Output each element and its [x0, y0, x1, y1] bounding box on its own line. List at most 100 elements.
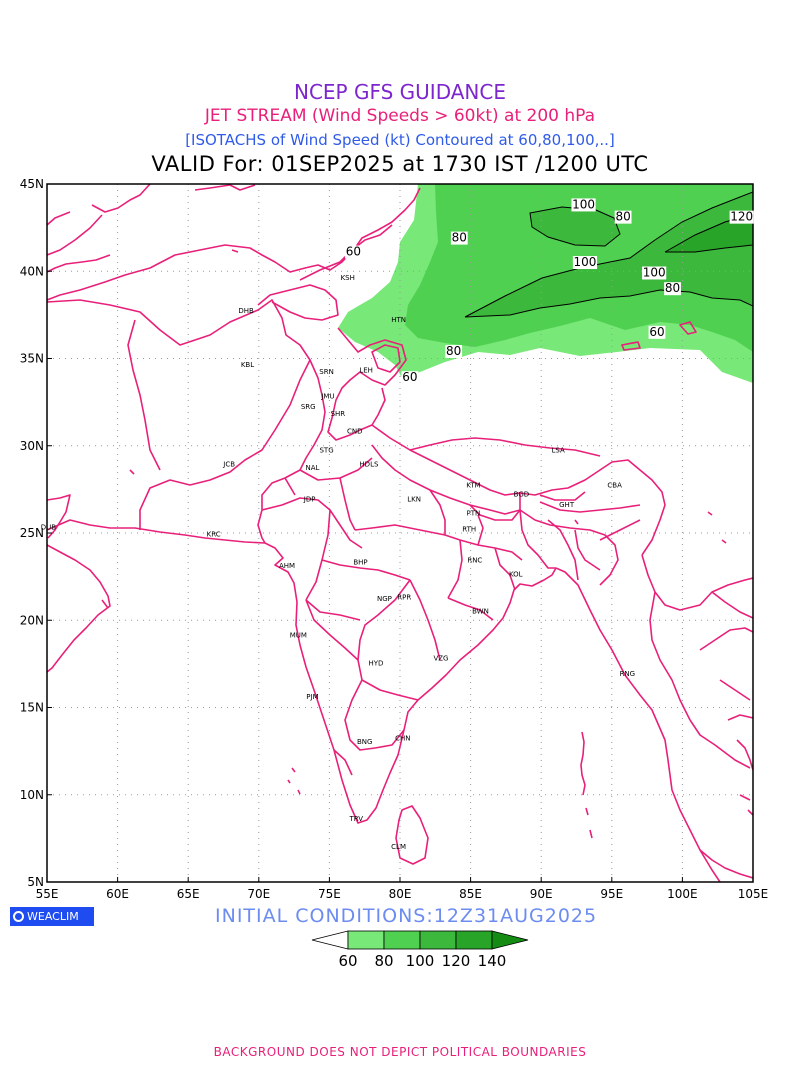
city-label: SRG — [301, 403, 316, 411]
laos-vietnam-border — [711, 591, 753, 701]
lon-tick-label: 105E — [738, 887, 769, 901]
city-label: CND — [347, 428, 363, 436]
city-label: RNC — [467, 557, 482, 565]
contour-label-bg — [401, 371, 419, 385]
northwest-lines — [47, 184, 256, 256]
title-model: NCEP GFS GUIDANCE — [293, 80, 506, 104]
nepal-border — [371, 424, 521, 515]
initial-conditions: INITIAL CONDITIONS:12Z31AUG2025 — [215, 905, 598, 927]
lon-tick-label: 85E — [459, 887, 482, 901]
contour-labels: 60 80 100 80 120 100 100 80 60 80 60 — [345, 197, 754, 385]
lat-lon-grid — [47, 184, 753, 882]
city-label: HYD — [369, 660, 384, 668]
lat-tick-label: 45N — [20, 177, 44, 191]
city-label: RNG — [620, 670, 636, 678]
kashmir-border — [327, 327, 407, 441]
city-label: SHR — [331, 410, 346, 418]
city-label: JMU — [320, 393, 334, 401]
lon-tick-label: 80E — [389, 887, 412, 901]
city-label: KTM — [466, 482, 480, 490]
city-label: CBA — [607, 482, 622, 490]
city-label: VZG — [433, 654, 448, 662]
lat-tick-label: 20N — [20, 613, 44, 627]
city-label: KBL — [241, 361, 254, 369]
lat-tick-label: 15N — [20, 701, 44, 715]
contour-label-bg — [572, 256, 598, 270]
lat-tick-label: 40N — [20, 264, 44, 278]
northeast-states — [519, 509, 641, 586]
sri-lanka-coastline — [395, 805, 429, 865]
gulf-coastline — [47, 494, 266, 544]
lon-tick-label: 65E — [177, 887, 200, 901]
bhutan-border — [539, 491, 641, 513]
iran-afghan-border — [127, 319, 161, 471]
title-valid-time: VALID For: 01SEP2025 at 1730 IST /1200 U… — [151, 152, 649, 176]
city-label: PTN — [467, 510, 481, 518]
city-label: LSA — [552, 447, 565, 455]
contour-label-bg — [571, 198, 596, 212]
lon-tick-label: 90E — [530, 887, 553, 901]
city-label: JCB — [222, 461, 235, 469]
city-label: HDLS — [359, 461, 379, 469]
andaman-islands — [580, 731, 593, 839]
caspian-coast — [47, 254, 111, 273]
city-label: AHM — [279, 562, 295, 570]
sumatra-coast — [699, 849, 753, 879]
lat-tick-label: 5N — [27, 875, 44, 889]
contour-label-bg — [450, 231, 468, 245]
contour-label: 80 — [452, 231, 467, 245]
city-label: LEH — [359, 366, 373, 374]
lon-tick-label: 70E — [247, 887, 270, 901]
contour-label-bg — [642, 266, 667, 280]
lat-tick-label: 25N — [20, 526, 44, 540]
city-label: KRC — [207, 530, 221, 538]
lon-tick-label: 100E — [667, 887, 698, 901]
contour-label: 80 — [446, 344, 461, 358]
contour-label-bg — [664, 282, 681, 296]
city-label: GHT — [559, 501, 575, 509]
city-label: CHN — [395, 735, 410, 743]
tajik-border — [257, 284, 339, 321]
east-fragments — [727, 714, 753, 816]
city-label: KOL — [509, 571, 523, 579]
lat-tick-label: 30N — [20, 439, 44, 453]
lat-tick-label: 10N — [20, 788, 44, 802]
contour-label-bg — [614, 210, 632, 224]
contour-100-main — [464, 191, 753, 318]
city-label: MUM — [290, 632, 307, 640]
lon-tick-label: 55E — [36, 887, 59, 901]
contour-label: 60 — [346, 245, 361, 259]
afghan-pak-border — [47, 299, 311, 530]
city-label: LKN — [407, 496, 421, 504]
lon-tick-label: 75E — [318, 887, 341, 901]
bay-of-bengal-coastline — [555, 567, 721, 882]
country-boundaries — [47, 184, 753, 882]
city-label: NAL — [305, 464, 319, 472]
city-label: RPR — [397, 593, 411, 601]
city-label: CLM — [391, 843, 406, 851]
contour-label: 100 — [574, 255, 597, 269]
city-label: RTH — [462, 525, 476, 533]
contour-label: 120 — [730, 210, 753, 224]
isotach-contour-lines — [464, 191, 753, 318]
arabia-coastline — [47, 544, 111, 673]
bangladesh-border — [519, 509, 579, 581]
china-india-border — [519, 459, 666, 556]
logo-circle-icon — [13, 911, 24, 922]
central-asia-border — [47, 187, 421, 301]
city-label: BHP — [353, 558, 367, 566]
india-coastline — [264, 542, 557, 824]
contour-label: 60 — [649, 325, 664, 339]
contour-label: 100 — [643, 265, 666, 279]
city-label: KSH — [341, 274, 355, 282]
logo-text: WEACLIM — [27, 910, 79, 923]
contour-label-bg — [648, 325, 666, 339]
lon-tick-label: 95E — [600, 887, 623, 901]
lat-tick-label: 35N — [20, 352, 44, 366]
city-label: JDP — [303, 496, 316, 504]
axis-ticks: 55E 60E 65E 70E 75E 80E 85E 90E 95E 100E 105E 5N 10N… — [20, 177, 769, 901]
weaclim-logo: WEACLIM — [10, 907, 94, 926]
city-label: SRN — [319, 368, 334, 376]
title-parameter: JET STREAM (Wind Speeds > 60kt) at 200 h… — [204, 106, 596, 126]
